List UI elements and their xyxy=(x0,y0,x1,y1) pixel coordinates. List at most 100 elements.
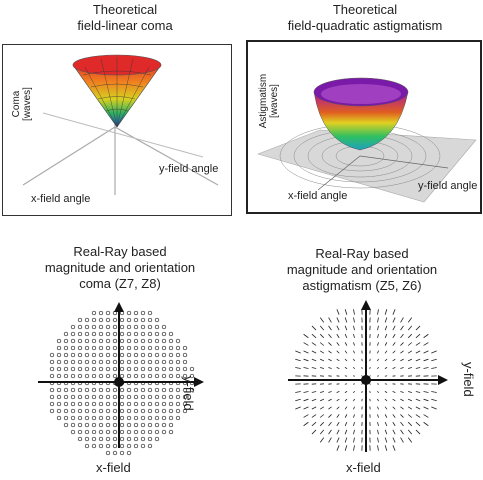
coma-glyph xyxy=(112,429,118,435)
astig-glyph xyxy=(311,391,317,393)
coma-glyph xyxy=(168,422,174,428)
astig-glyph xyxy=(415,367,421,369)
coma-map-origin xyxy=(114,377,124,387)
astig-glyph xyxy=(384,406,388,410)
coma-glyph xyxy=(154,373,160,379)
astig-glyph xyxy=(376,366,380,370)
coma-glyph xyxy=(119,359,125,365)
coma-glyph xyxy=(70,366,76,372)
coma-glyph xyxy=(161,366,167,372)
astig-x-field-label: x-field angle xyxy=(288,190,348,202)
astig-glyph xyxy=(377,350,379,354)
astig-glyph xyxy=(384,421,388,427)
astig-glyph xyxy=(344,325,348,331)
coma-x-axis xyxy=(22,126,116,186)
coma-glyph xyxy=(147,331,153,337)
coma-glyph xyxy=(175,394,181,400)
astig-glyph xyxy=(415,325,421,331)
coma-glyph xyxy=(133,380,139,386)
coma-glyph xyxy=(98,338,104,344)
astig-glyph xyxy=(344,317,348,323)
coma-glyph xyxy=(119,317,125,323)
coma-glyph xyxy=(147,443,153,449)
coma-glyph xyxy=(77,373,83,379)
coma-glyph xyxy=(56,380,62,386)
coma-glyph xyxy=(161,415,167,421)
astig-marks-group xyxy=(295,309,437,451)
astig-glyph xyxy=(336,333,340,339)
coma-glyph xyxy=(147,317,153,323)
coma-glyph xyxy=(70,331,76,337)
astig-glyph xyxy=(344,406,348,410)
coma-glyph xyxy=(49,408,55,414)
coma-real-title-line1: Real-Ray based xyxy=(73,244,167,259)
coma-glyph xyxy=(84,317,90,323)
coma-glyph xyxy=(175,373,181,379)
coma-glyph xyxy=(140,324,146,330)
astig-glyph xyxy=(384,342,388,346)
coma-glyph xyxy=(112,394,118,400)
coma-glyph xyxy=(119,387,125,393)
coma-glyph xyxy=(105,387,111,393)
coma-glyph xyxy=(147,352,153,358)
astig-glyph xyxy=(336,350,340,354)
coma-glyph xyxy=(56,345,62,351)
astig-glyph xyxy=(407,317,413,323)
astig-glyph xyxy=(319,391,325,393)
coma-glyph xyxy=(63,352,69,358)
coma-glyph xyxy=(175,415,181,421)
astig-glyph xyxy=(328,406,332,410)
coma-glyph xyxy=(91,443,97,449)
coma-glyph xyxy=(175,387,181,393)
coma-glyph xyxy=(70,359,76,365)
astig-glyph xyxy=(392,325,396,331)
coma-glyph xyxy=(91,401,97,407)
astig-glyph xyxy=(328,342,332,346)
coma-glyph xyxy=(63,359,69,365)
coma-glyph xyxy=(126,401,132,407)
coma-glyph xyxy=(119,401,125,407)
coma-glyph xyxy=(140,331,146,337)
coma-glyph xyxy=(98,331,104,337)
astig-glyph xyxy=(344,367,348,369)
coma-glyph xyxy=(77,436,83,442)
coma-glyph xyxy=(77,401,83,407)
coma-glyph xyxy=(70,373,76,379)
astig-glyph xyxy=(415,414,421,418)
coma-glyph xyxy=(168,394,174,400)
coma-glyph xyxy=(168,345,174,351)
astig-glyph xyxy=(344,437,348,443)
coma-glyph xyxy=(70,422,76,428)
coma-glyph xyxy=(84,352,90,358)
coma-glyph xyxy=(84,324,90,330)
coma-glyph xyxy=(140,394,146,400)
coma-glyph xyxy=(154,352,160,358)
astig-glyph xyxy=(336,391,340,393)
coma-glyph xyxy=(147,436,153,442)
coma-glyph xyxy=(119,331,125,337)
coma-glyph xyxy=(56,415,62,421)
coma-glyph xyxy=(119,352,125,358)
coma-glyph xyxy=(77,422,83,428)
coma-glyph xyxy=(112,352,118,358)
coma-glyph xyxy=(119,415,125,421)
astig-glyph xyxy=(353,317,355,323)
coma-glyph xyxy=(84,359,90,365)
coma-glyph xyxy=(140,429,146,435)
astig-glyph xyxy=(392,367,396,369)
coma-glyph xyxy=(119,324,125,330)
coma-glyph xyxy=(105,373,111,379)
astig-glyph xyxy=(423,414,429,418)
astig-glyph xyxy=(376,390,380,394)
astig-glyph xyxy=(377,309,379,315)
coma-real-title: Real-Ray based magnitude and orientation… xyxy=(20,244,220,292)
astig-glyph xyxy=(377,406,379,410)
coma-glyph xyxy=(105,366,111,372)
astig-glyph xyxy=(353,437,355,443)
astig-glyph xyxy=(336,421,340,427)
astig-glyph xyxy=(431,350,437,354)
coma-glyph xyxy=(168,415,174,421)
astig-glyph xyxy=(336,342,340,346)
astig-glyph xyxy=(392,391,396,393)
coma-theory-panel: Coma [waves] y-field angle x-field angle xyxy=(2,44,232,216)
